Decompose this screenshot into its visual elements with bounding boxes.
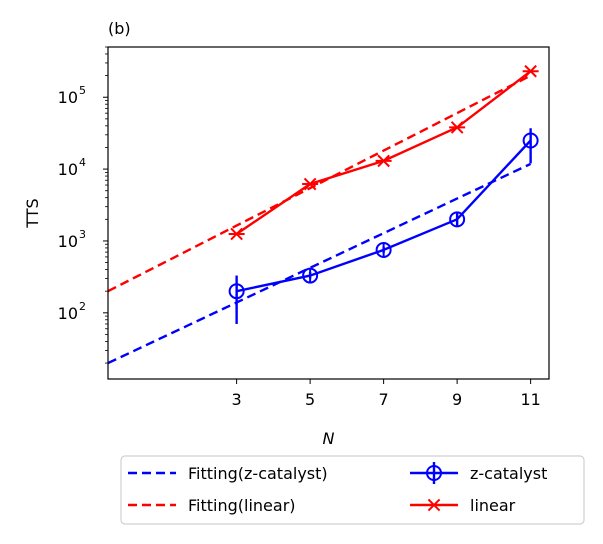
series-line-linear [235,70,532,235]
legend-entry: z-catalyst [410,462,547,484]
data-point-linear [522,64,539,78]
y-tick-exponent: 2 [79,300,86,313]
data-point-z-catalyst [449,211,466,228]
data-point-z-catalyst [375,241,392,258]
data-point-linear [228,227,245,241]
data-point-linear [302,177,319,191]
y-axis-label: TTS [23,198,42,228]
y-tick-exponent: 5 [79,84,86,97]
legend-box [120,455,585,525]
legend-label: z-catalyst [470,464,547,483]
data-point-z-catalyst [228,283,245,300]
x-tick-label: 9 [452,390,462,409]
legend-entry: linear [410,496,516,515]
legend-label: linear [470,496,516,515]
y-tick-label: 10 [58,304,78,323]
legend-label: Fitting(z-catalyst) [188,464,328,483]
legend-entry: Fitting(linear) [128,496,296,515]
series-line-fitting-linear [107,74,532,293]
y-tick-label: 10 [58,88,78,107]
x-tick-label: 3 [232,390,242,409]
series-line-fitting-z-catalyst [107,162,532,365]
y-tick-exponent: 3 [79,228,86,241]
legend-label: Fitting(linear) [188,496,296,515]
x-tick-label: 5 [305,390,315,409]
y-tick-label: 10 [58,232,78,251]
data-point-z-catalyst [302,267,319,284]
legend-entry: Fitting(z-catalyst) [128,464,328,483]
y-tick-exponent: 4 [79,156,86,169]
x-tick-label: 7 [379,390,389,409]
x-tick-label: 11 [520,390,540,409]
data-point-linear [449,121,466,134]
legend-marker [426,498,442,512]
plot-frame [107,46,550,380]
series-line-z-catalyst [236,139,532,293]
data-point-linear [375,154,392,168]
panel-label: (b) [108,19,131,38]
legend-marker [426,465,442,481]
x-axis-label: N [323,429,335,448]
y-tick-label: 10 [58,160,78,179]
data-point-z-catalyst [522,132,539,149]
